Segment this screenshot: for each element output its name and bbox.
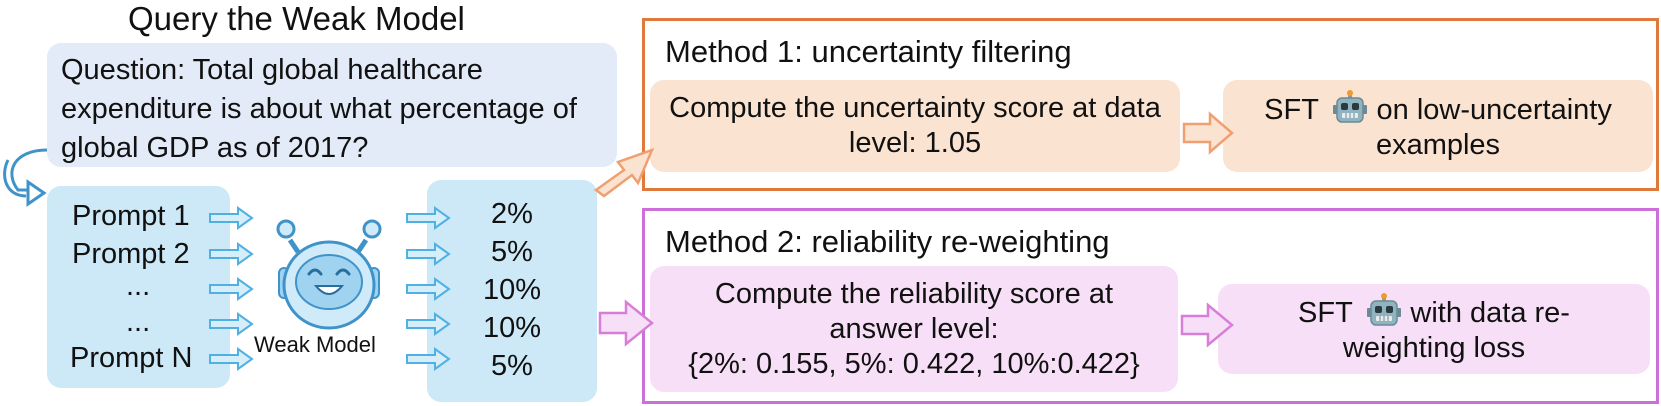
prompt-arrow [209, 348, 253, 370]
strong-model-robot-icon [1332, 89, 1368, 126]
question-box: Question: Total global healthcare expend… [47, 43, 617, 167]
method-2-step-reliability-line-1: Compute the reliability score at answer … [714, 277, 1114, 345]
answer-arrow [406, 278, 450, 300]
method-1-entry-arrow [593, 147, 655, 198]
answer-4: 10% [482, 312, 542, 344]
method-1-step-uncertainty-text: Compute the uncertainty score at data le… [669, 92, 1161, 159]
prompt-1: Prompt 1 [72, 200, 190, 232]
weak-model-robot-icon [276, 219, 382, 330]
method-1-step-sft-text: SFT on low-uncertainty examples [1253, 89, 1623, 163]
method-1-step-arrow [1182, 111, 1234, 155]
method-1-step-sft: SFT on low-uncertainty examples [1223, 80, 1653, 172]
prompt-arrow [209, 313, 253, 335]
method-2-step-sft: SFT with data re-weighting loss [1218, 284, 1650, 374]
method-2-step-reliability-line-2: {2%: 0.155, 5%: 0.422, 10%:0.422} [688, 347, 1140, 380]
answer-arrow [406, 243, 450, 265]
method-2-entry-arrow [598, 299, 654, 347]
prompt-arrow [209, 207, 253, 229]
answer-arrow [406, 207, 450, 229]
method-1-step-uncertainty: Compute the uncertainty score at data le… [650, 80, 1180, 172]
prompt-ellipsis-1: ... [126, 270, 151, 302]
sft-label-2: SFT [1298, 296, 1353, 329]
answer-1: 2% [491, 198, 533, 230]
loop-arrow [3, 148, 48, 207]
prompt-2: Prompt 2 [72, 238, 190, 270]
method-2-frame [642, 208, 1659, 404]
prompt-arrow [209, 278, 253, 300]
sft-label: SFT [1264, 93, 1319, 126]
answers-panel [427, 180, 597, 402]
answer-2: 5% [491, 236, 533, 268]
method-1-frame [642, 18, 1659, 191]
prompt-n: Prompt N [70, 342, 193, 374]
section-title: Query the Weak Model [128, 0, 465, 37]
answer-arrow [406, 348, 450, 370]
answer-3: 10% [482, 274, 542, 306]
method-2-title: Method 2: reliability re-weighting [665, 224, 1110, 259]
answer-arrow [406, 313, 450, 335]
answer-5: 5% [491, 350, 533, 382]
sft-suffix: on low-uncertainty examples [1368, 93, 1612, 161]
weak-model-label: Weak Model [254, 332, 376, 357]
method-1-title: Method 1: uncertainty filtering [665, 34, 1072, 69]
method-2-step-sft-text: SFT with data re-weighting loss [1248, 292, 1620, 366]
strong-model-robot-icon-2 [1366, 292, 1402, 329]
method-2-step-arrow [1180, 302, 1234, 348]
sft-suffix-2: with data re-weighting loss [1342, 296, 1570, 364]
prompts-panel [47, 186, 230, 388]
prompt-ellipsis-2: ... [126, 306, 151, 338]
method-2-step-reliability: Compute the reliability score at answer … [650, 266, 1178, 392]
prompt-arrow [209, 243, 253, 265]
